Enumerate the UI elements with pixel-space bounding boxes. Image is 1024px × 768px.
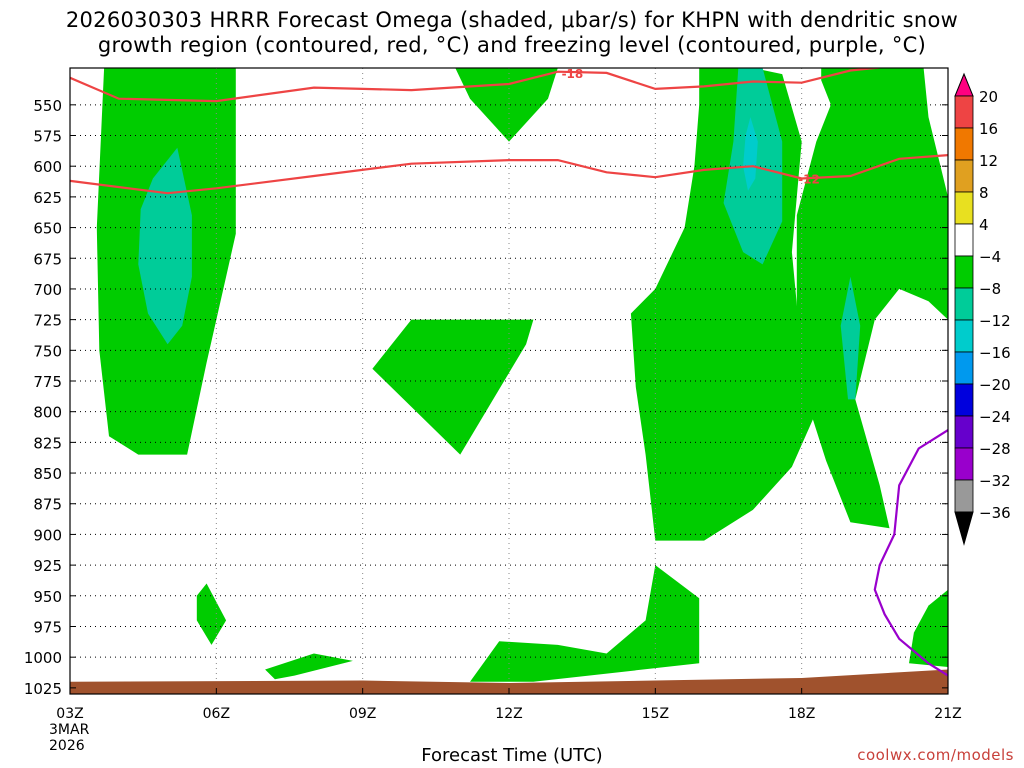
x-tick-label-03Z: 03Z [56,706,83,722]
x-tick-label-12Z: 12Z [495,706,522,722]
omega-region-11 [796,68,948,529]
y-tick-label-825: 825 [33,434,62,452]
y-tick-label-950: 950 [33,588,62,606]
omega-region-10 [743,117,758,191]
omega-region-8 [630,68,817,541]
date-label-year: 2026 [49,738,85,754]
y-tick-label-925: 925 [33,557,62,575]
y-tick-label-750: 750 [33,342,62,360]
colorbar-label-1: 16 [979,120,998,138]
x-tick-label-18Z: 18Z [788,706,815,722]
colorbar-segment-11 [954,415,974,449]
colorbar-label-11: −28 [979,440,1011,458]
colorbar-top-arrow [954,72,974,97]
freezing-level-contour [873,429,948,677]
colorbar-label-9: −20 [979,376,1011,394]
colorbar-label-0: 20 [979,88,998,106]
colorbar-label-7: −12 [979,312,1011,330]
y-tick-label-650: 650 [33,220,62,238]
colorbar-label-6: −8 [979,280,1001,298]
date-label-day: 3MAR [49,722,90,738]
x-tick-label-21Z: 21Z [934,706,961,722]
credit-link[interactable]: coolwx.com/models [857,746,1014,764]
colorbar-segment-10 [954,383,974,417]
colorbar-segment-13 [954,479,974,513]
colorbar-bottom-arrow [954,511,974,546]
omega-region-13 [909,589,948,667]
colorbar-segment-8 [954,319,974,353]
omega-region-7 [470,565,700,682]
plot-area: -18 -12 [70,67,948,694]
x-tick-label-06Z: 06Z [203,706,230,722]
omega-region-6 [265,653,353,680]
y-tick-label-625: 625 [33,189,62,207]
omega-region-2 [138,147,192,345]
y-tick-label-1025: 1025 [24,680,62,698]
colorbar-label-10: −24 [979,408,1011,426]
y-tick-label-850: 850 [33,465,62,483]
omega-region-4 [372,319,534,455]
colorbar-segment-7 [954,287,974,321]
colorbar-label-3: 8 [979,184,989,202]
y-tick-label-725: 725 [33,312,62,330]
y-tick-label-675: 675 [33,250,62,268]
contour-label-minus-12: -12 [798,172,820,186]
y-tick-label-1000: 1000 [24,649,62,667]
colorbar-segment-2 [954,127,974,161]
contour-label-minus-18: -18 [562,67,584,81]
y-tick-label-575: 575 [33,128,62,146]
colorbar-segment-3 [954,159,974,193]
x-axis-label: Forecast Time (UTC) [421,745,603,766]
dgz-contour-12 [70,154,948,195]
y-tick-label-800: 800 [33,404,62,422]
omega-region-12 [840,276,861,400]
y-tick-label-775: 775 [33,373,62,391]
dgz-contour-18 [70,68,886,103]
title-line-2: growth region (contoured, red, °C) and f… [97,33,927,57]
x-tick-label-09Z: 09Z [349,706,376,722]
y-tick-label-700: 700 [33,281,62,299]
colorbar-segment-1 [954,95,974,129]
colorbar-segment-4 [954,191,974,225]
omega-region-5 [196,583,227,645]
title-line-1: 2026030303 HRRR Forecast Omega (shaded, … [65,8,959,32]
x-tick-label-15Z: 15Z [642,706,669,722]
y-tick-label-975: 975 [33,618,62,636]
colorbar-label-5: −4 [979,248,1001,266]
chart-title: 2026030303 HRRR Forecast Omega (shaded, … [0,8,1024,58]
y-tick-label-900: 900 [33,526,62,544]
terrain-fill [70,669,948,694]
y-tick-label-600: 600 [33,158,62,176]
y-tick-label-875: 875 [33,496,62,514]
colorbar-segment-12 [954,447,974,481]
y-tick-label-550: 550 [33,97,62,115]
colorbar-label-12: −32 [979,472,1011,490]
colorbar-segment-5 [954,223,974,257]
colorbar-label-4: 4 [979,216,989,234]
colorbar-label-8: −16 [979,344,1011,362]
colorbar-segment-9 [954,351,974,385]
colorbar-segment-6 [954,255,974,289]
colorbar-label-2: 12 [979,152,998,170]
colorbar-label-13: −36 [979,504,1011,522]
